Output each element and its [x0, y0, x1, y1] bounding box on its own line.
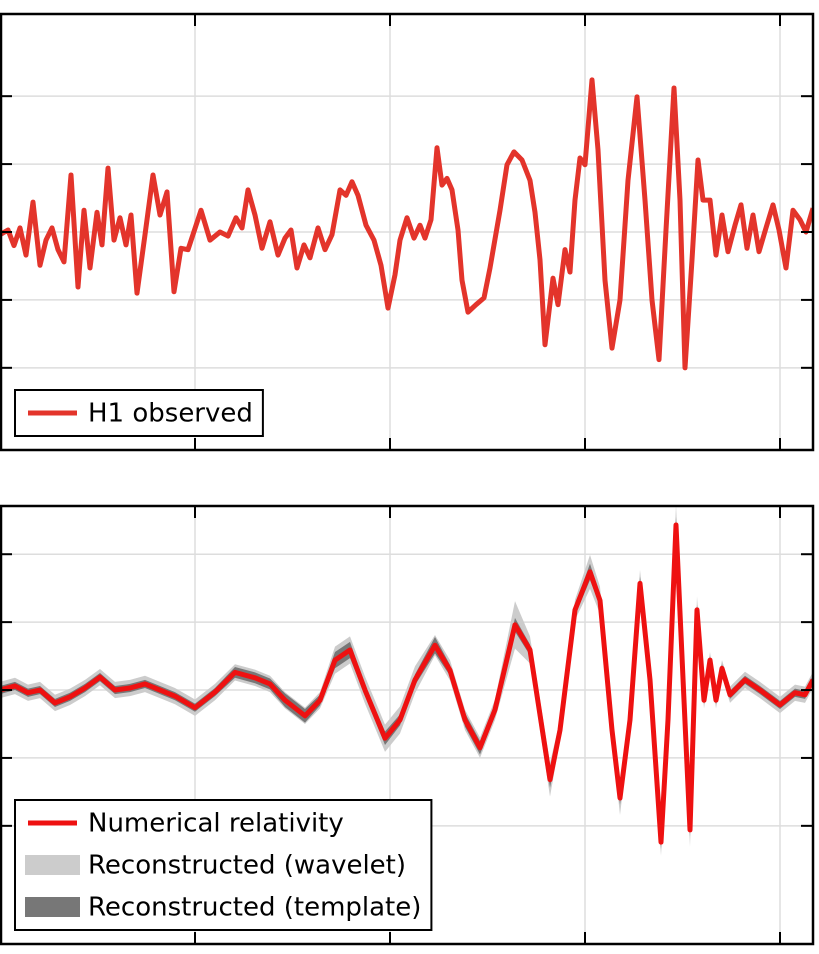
frame: [0, 504, 815, 946]
panel: H1 observed: [0, 12, 815, 452]
legend: Numerical relativity Reconstructed (wavel…: [14, 799, 433, 931]
legend-label: Reconstructed (wavelet): [88, 851, 406, 881]
legend-label: Numerical relativity: [88, 809, 344, 839]
line: [0, 522, 813, 845]
legend-label: H1 observed: [88, 399, 253, 429]
legend: H1 observed: [14, 389, 264, 437]
legend-label: Reconstructed (template): [88, 893, 421, 923]
line: [0, 77, 813, 371]
legend-box: [14, 799, 433, 931]
legend-swatch: [25, 855, 80, 875]
legend-swatch: [25, 897, 80, 917]
panel: Numerical relativity Reconstructed (wavel…: [0, 504, 815, 946]
